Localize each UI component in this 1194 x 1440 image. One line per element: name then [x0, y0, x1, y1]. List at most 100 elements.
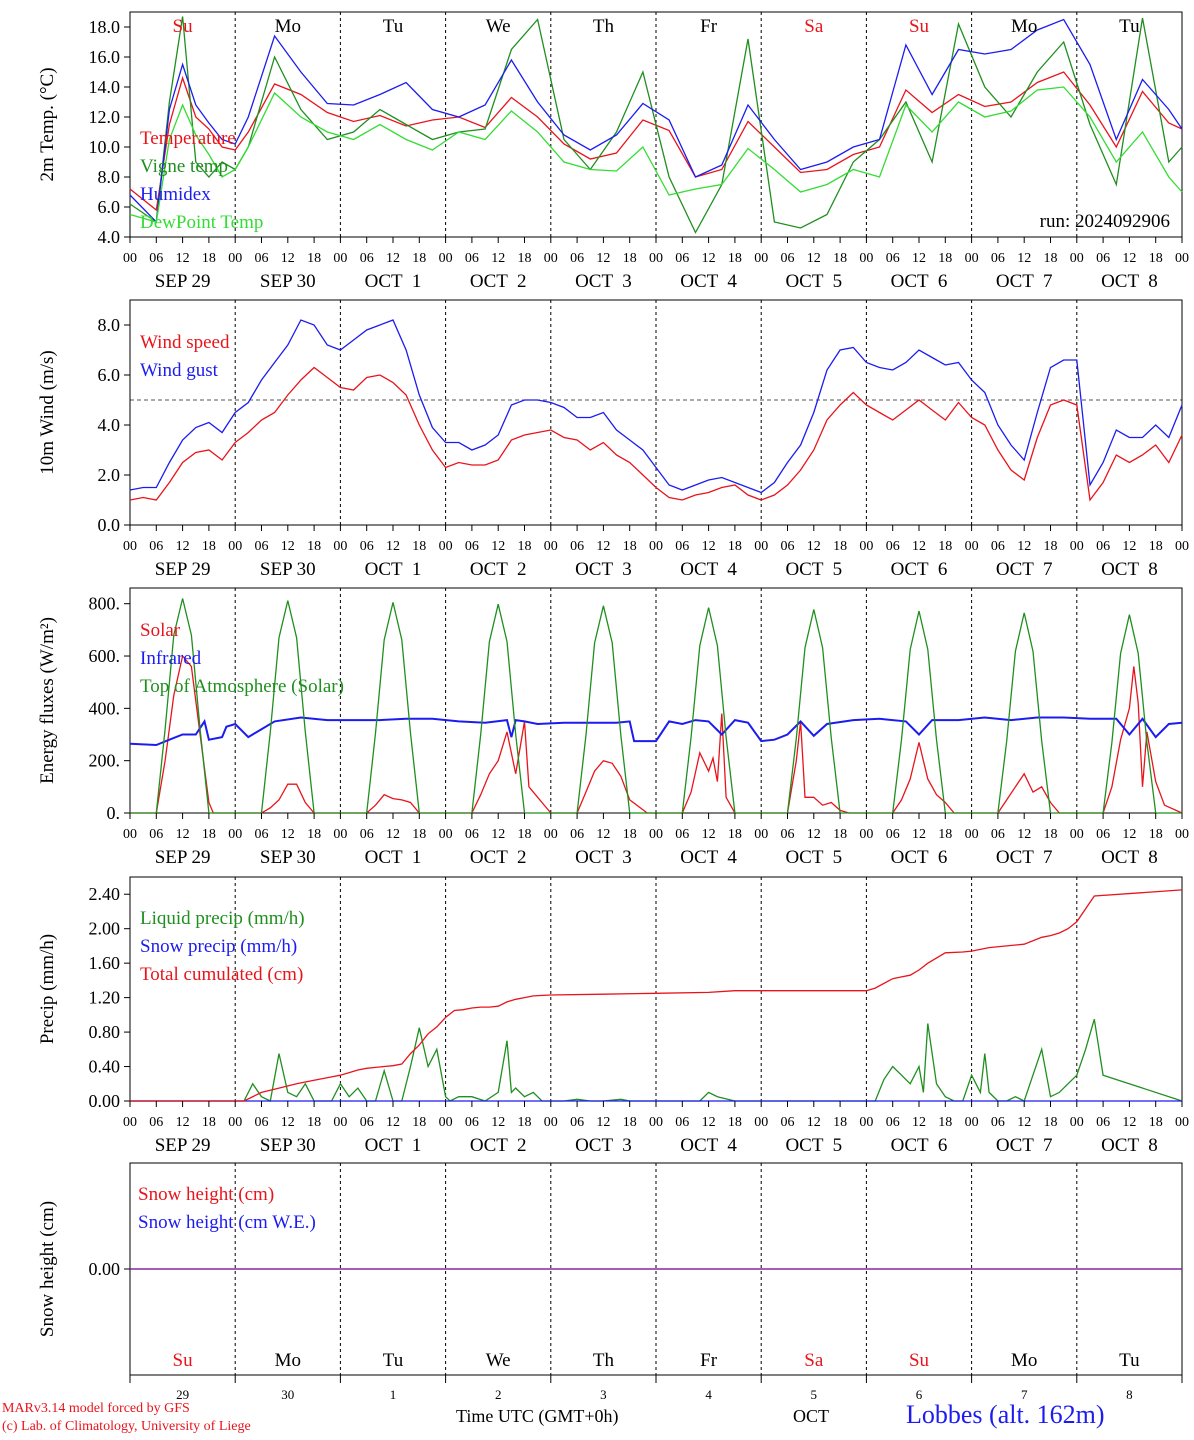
hour-tick-label: 06: [465, 539, 479, 554]
hour-tick-label: 12: [807, 251, 821, 266]
hour-tick-label: 06: [1096, 827, 1110, 842]
date-label: OCT 6: [891, 847, 948, 868]
hour-tick-label: 18: [518, 539, 532, 554]
date-label: OCT 8: [1101, 847, 1158, 868]
date-label: OCT 3: [575, 559, 632, 580]
hour-tick-label: 06: [149, 1115, 163, 1130]
hour-tick-label: 18: [412, 1115, 426, 1130]
date-label: OCT 3: [575, 847, 632, 868]
date-label: OCT 4: [680, 847, 737, 868]
hour-tick-label: 06: [675, 251, 689, 266]
weekday-label: Sa: [804, 1350, 824, 1371]
day-number-label: 5: [811, 1387, 818, 1402]
hour-tick-label: 06: [570, 827, 584, 842]
date-label: OCT 3: [575, 271, 632, 292]
date-label: OCT 5: [785, 1135, 842, 1156]
date-label: OCT 7: [996, 847, 1053, 868]
hour-tick-label: 06: [675, 1115, 689, 1130]
hour-tick-label: 00: [965, 827, 979, 842]
hour-tick-label: 06: [360, 251, 374, 266]
hour-tick-label: 00: [544, 1115, 558, 1130]
y-tick-label: 0.0: [98, 515, 121, 535]
weekday-label: Su: [909, 16, 930, 37]
legend-entry: Infrared: [140, 648, 202, 669]
weekday-label: We: [486, 16, 511, 37]
hour-tick-label: 00: [1070, 539, 1084, 554]
date-label: OCT 2: [470, 559, 527, 580]
hour-tick-label: 18: [1044, 1115, 1058, 1130]
hour-tick-label: 00: [859, 827, 873, 842]
hour-tick-label: 06: [1096, 1115, 1110, 1130]
hour-tick-label: 00: [649, 539, 663, 554]
hour-tick-label: 18: [623, 1115, 637, 1130]
panel-2: 0.0 2.0 4.0 6.0 8.0 10m Wind (m/s) Wind speed W…: [37, 299, 1189, 580]
hour-tick-label: 12: [702, 539, 716, 554]
hour-tick-label: 00: [754, 539, 768, 554]
hour-tick-label: 00: [228, 1115, 242, 1130]
hour-tick-label: 12: [702, 1115, 716, 1130]
panel-3: 0. 200. 400. 600. 800. Energy fluxes (W/m²) So…: [37, 587, 1189, 868]
y-axis-label: 10m Wind (m/s): [37, 350, 58, 475]
hour-tick-label: 18: [938, 539, 952, 554]
legend-entry: Total cumulated (cm): [140, 964, 303, 985]
hour-tick-label: 00: [439, 827, 453, 842]
hour-tick-label: 12: [281, 1115, 295, 1130]
date-label: OCT 6: [891, 1135, 948, 1156]
y-tick-label: 16.0: [89, 47, 121, 67]
y-tick-label: 6.0: [98, 365, 121, 385]
hour-tick-label: 18: [938, 1115, 952, 1130]
hour-tick-label: 12: [386, 1115, 400, 1130]
hour-tick-label: 12: [596, 251, 610, 266]
hour-tick-label: 12: [176, 539, 190, 554]
x-axis-label: Time UTC (GMT+0h): [456, 1406, 619, 1426]
y-tick-label: 2.00: [89, 919, 121, 939]
y-tick-label: 10.0: [89, 137, 121, 157]
legend-entry: Humidex: [140, 184, 211, 205]
hour-tick-label: 00: [859, 251, 873, 266]
hour-tick-label: 12: [702, 251, 716, 266]
hour-tick-label: 12: [1017, 827, 1031, 842]
hour-tick-label: 06: [149, 539, 163, 554]
date-label: OCT 4: [680, 1135, 737, 1156]
hour-tick-label: 18: [412, 539, 426, 554]
y-tick-label: 18.0: [89, 17, 121, 37]
hour-tick-label: 06: [255, 539, 269, 554]
date-label: OCT 2: [470, 847, 527, 868]
hour-tick-label: 12: [912, 539, 926, 554]
hour-tick-label: 12: [491, 251, 505, 266]
hour-tick-label: 18: [623, 827, 637, 842]
hour-tick-label: 18: [518, 1115, 532, 1130]
hour-tick-label: 00: [649, 1115, 663, 1130]
weekday-label: Tu: [383, 1350, 404, 1371]
series-line-dewpoint-temp: [129, 86, 1183, 223]
hour-tick-label: 00: [544, 827, 558, 842]
hour-tick-label: 12: [912, 251, 926, 266]
hour-tick-label: 06: [781, 251, 795, 266]
date-label: OCT 5: [785, 847, 842, 868]
hour-tick-label: 06: [465, 1115, 479, 1130]
hour-tick-label: 18: [202, 1115, 216, 1130]
hour-tick-label: 00: [228, 251, 242, 266]
hour-tick-label: 06: [465, 827, 479, 842]
legend-entry: Snow height (cm): [138, 1184, 274, 1205]
date-label: OCT 5: [785, 271, 842, 292]
hour-tick-label: 00: [1070, 251, 1084, 266]
date-label: OCT 8: [1101, 271, 1158, 292]
weekday-label: Tu: [1119, 1350, 1140, 1371]
y-axis-label: Precip (mm/h): [37, 934, 58, 1044]
hour-tick-label: 00: [1175, 1115, 1189, 1130]
date-label: SEP 29: [155, 847, 211, 868]
y-tick-label: 200.: [89, 751, 121, 771]
y-tick-label: 0.80: [89, 1022, 121, 1042]
date-label: OCT 8: [1101, 559, 1158, 580]
legend-entry: Wind speed: [140, 332, 230, 353]
hour-tick-label: 18: [1149, 827, 1163, 842]
hour-tick-label: 12: [807, 827, 821, 842]
hour-tick-label: 06: [991, 827, 1005, 842]
hour-tick-label: 18: [1044, 539, 1058, 554]
date-label: OCT 2: [470, 1135, 527, 1156]
hour-tick-label: 00: [1175, 827, 1189, 842]
hour-tick-label: 00: [228, 827, 242, 842]
panel-5: 0.00 Snow height (cm) Snow height (cm) Snow…: [37, 1162, 1183, 1402]
series-line-wind-speed: [129, 366, 1183, 502]
